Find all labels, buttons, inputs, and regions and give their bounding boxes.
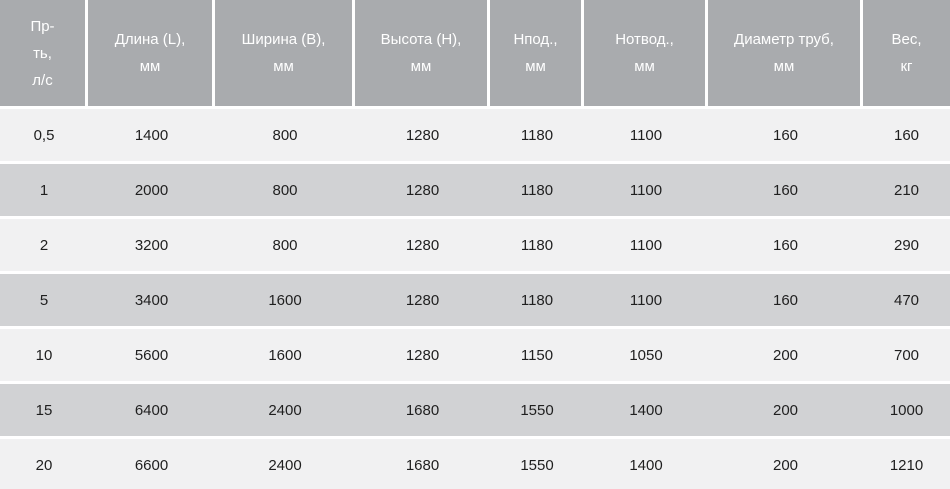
- cell-pipe-diameter: 200: [772, 346, 799, 364]
- cell-inlet-height: 1180: [520, 126, 554, 144]
- column-header-pipe-diameter: Диаметр труб, мм: [708, 0, 863, 106]
- cell-outlet-height: 1100: [629, 236, 663, 254]
- header-text: Ширина (B), мм: [242, 26, 326, 80]
- cell-pipe-diameter: 160: [772, 236, 799, 254]
- header-text: Вес, кг: [891, 26, 921, 80]
- header-text: Пр- ть, л/с: [30, 13, 54, 94]
- cell-inlet-height: 1150: [520, 346, 554, 364]
- header-line: Нпод.,: [513, 31, 558, 48]
- cell-width: 1600: [268, 346, 302, 364]
- table-row: 2 3200 800 1280 1180 1100 160 290: [0, 219, 950, 271]
- header-line: Ширина (B),: [241, 31, 326, 48]
- cell-pipe-diameter: 160: [772, 181, 799, 199]
- cell-pipe-diameter: 200: [772, 456, 799, 474]
- cell-flow-rate: 10: [35, 346, 53, 364]
- cell-weight: 210: [893, 181, 920, 199]
- cell-length: 6400: [134, 401, 169, 419]
- cell-height: 1280: [405, 236, 440, 254]
- column-header-height: Высота (H), мм: [355, 0, 490, 106]
- table-row: 20 6600 2400 1680 1550 1400 200 1210: [0, 439, 950, 489]
- header-line: Диаметр труб,: [734, 31, 834, 48]
- header-line: ть,: [33, 44, 52, 62]
- cell-inlet-height: 1180: [520, 291, 554, 309]
- header-line: Высота (H),: [380, 31, 462, 48]
- table-header-row: Пр- ть, л/с Длина (L), мм Ширина (B), мм…: [0, 0, 950, 106]
- cell-flow-rate: 5: [39, 291, 49, 309]
- cell-weight: 1000: [889, 401, 924, 419]
- cell-width: 800: [272, 126, 298, 144]
- header-line: Вес,: [891, 31, 922, 48]
- cell-outlet-height: 1400: [629, 401, 663, 419]
- column-header-weight: Вес, кг: [863, 0, 950, 106]
- cell-width: 2400: [268, 456, 302, 474]
- table-row: 5 3400 1600 1280 1180 1100 160 470: [0, 274, 950, 326]
- cell-outlet-height: 1100: [629, 126, 663, 144]
- header-line: Пр-: [30, 17, 55, 35]
- header-line: мм: [525, 58, 546, 75]
- cell-outlet-height: 1100: [629, 181, 663, 199]
- table-row: 0,5 1400 800 1280 1180 1100 160 160: [0, 109, 950, 161]
- header-line: мм: [634, 58, 655, 75]
- header-line: Нотвод.,: [615, 31, 674, 48]
- cell-weight: 160: [893, 126, 920, 144]
- cell-height: 1280: [405, 126, 440, 144]
- cell-flow-rate: 20: [35, 456, 53, 474]
- cell-length: 1400: [134, 126, 169, 144]
- cell-length: 2000: [134, 181, 169, 199]
- table-row: 10 5600 1600 1280 1150 1050 200 700: [0, 329, 950, 381]
- cell-width: 1600: [268, 291, 302, 309]
- header-text: Диаметр труб, мм: [734, 26, 834, 80]
- cell-inlet-height: 1550: [520, 456, 554, 474]
- header-line: мм: [410, 58, 432, 75]
- cell-width: 800: [272, 236, 298, 254]
- cell-inlet-height: 1550: [520, 401, 554, 419]
- cell-pipe-diameter: 160: [772, 126, 799, 144]
- cell-length: 3400: [134, 291, 169, 309]
- column-header-length: Длина (L), мм: [88, 0, 215, 106]
- header-line: мм: [273, 58, 294, 75]
- cell-width: 800: [272, 181, 298, 199]
- cell-height: 1280: [405, 181, 440, 199]
- cell-pipe-diameter: 160: [772, 291, 799, 309]
- header-text: Высота (H), мм: [381, 26, 462, 80]
- cell-flow-rate: 0,5: [33, 126, 55, 144]
- cell-weight: 470: [893, 291, 920, 309]
- cell-flow-rate: 15: [35, 401, 53, 419]
- header-text: Длина (L), мм: [115, 26, 186, 80]
- cell-height: 1680: [405, 456, 440, 474]
- header-line: Длина (L),: [114, 31, 186, 48]
- cell-weight: 700: [893, 346, 920, 364]
- header-line: мм: [773, 58, 795, 75]
- cell-height: 1280: [405, 291, 440, 309]
- cell-inlet-height: 1180: [520, 181, 554, 199]
- column-header-width: Ширина (B), мм: [215, 0, 355, 106]
- cell-weight: 290: [893, 236, 920, 254]
- header-line: мм: [139, 58, 161, 75]
- cell-outlet-height: 1050: [629, 346, 663, 364]
- column-header-outlet-height: Нотвод., мм: [584, 0, 708, 106]
- column-header-flow-rate: Пр- ть, л/с: [0, 0, 88, 106]
- header-line: кг: [900, 58, 913, 75]
- cell-height: 1680: [405, 401, 440, 419]
- cell-length: 3200: [134, 236, 169, 254]
- cell-length: 5600: [134, 346, 169, 364]
- table-row: 1 2000 800 1280 1180 1100 160 210: [0, 164, 950, 216]
- header-text: Нпод., мм: [513, 26, 557, 80]
- cell-inlet-height: 1180: [520, 236, 554, 254]
- header-text: Нотвод., мм: [615, 26, 674, 80]
- header-line: л/с: [32, 71, 53, 89]
- cell-flow-rate: 2: [39, 236, 49, 254]
- table-row: 15 6400 2400 1680 1550 1400 200 1000: [0, 384, 950, 436]
- cell-outlet-height: 1400: [629, 456, 663, 474]
- cell-weight: 1210: [889, 456, 924, 474]
- cell-pipe-diameter: 200: [772, 401, 799, 419]
- cell-width: 2400: [268, 401, 302, 419]
- column-header-inlet-height: Нпод., мм: [490, 0, 584, 106]
- cell-length: 6600: [134, 456, 169, 474]
- cell-height: 1280: [405, 346, 440, 364]
- cell-outlet-height: 1100: [629, 291, 663, 309]
- cell-flow-rate: 1: [39, 181, 49, 199]
